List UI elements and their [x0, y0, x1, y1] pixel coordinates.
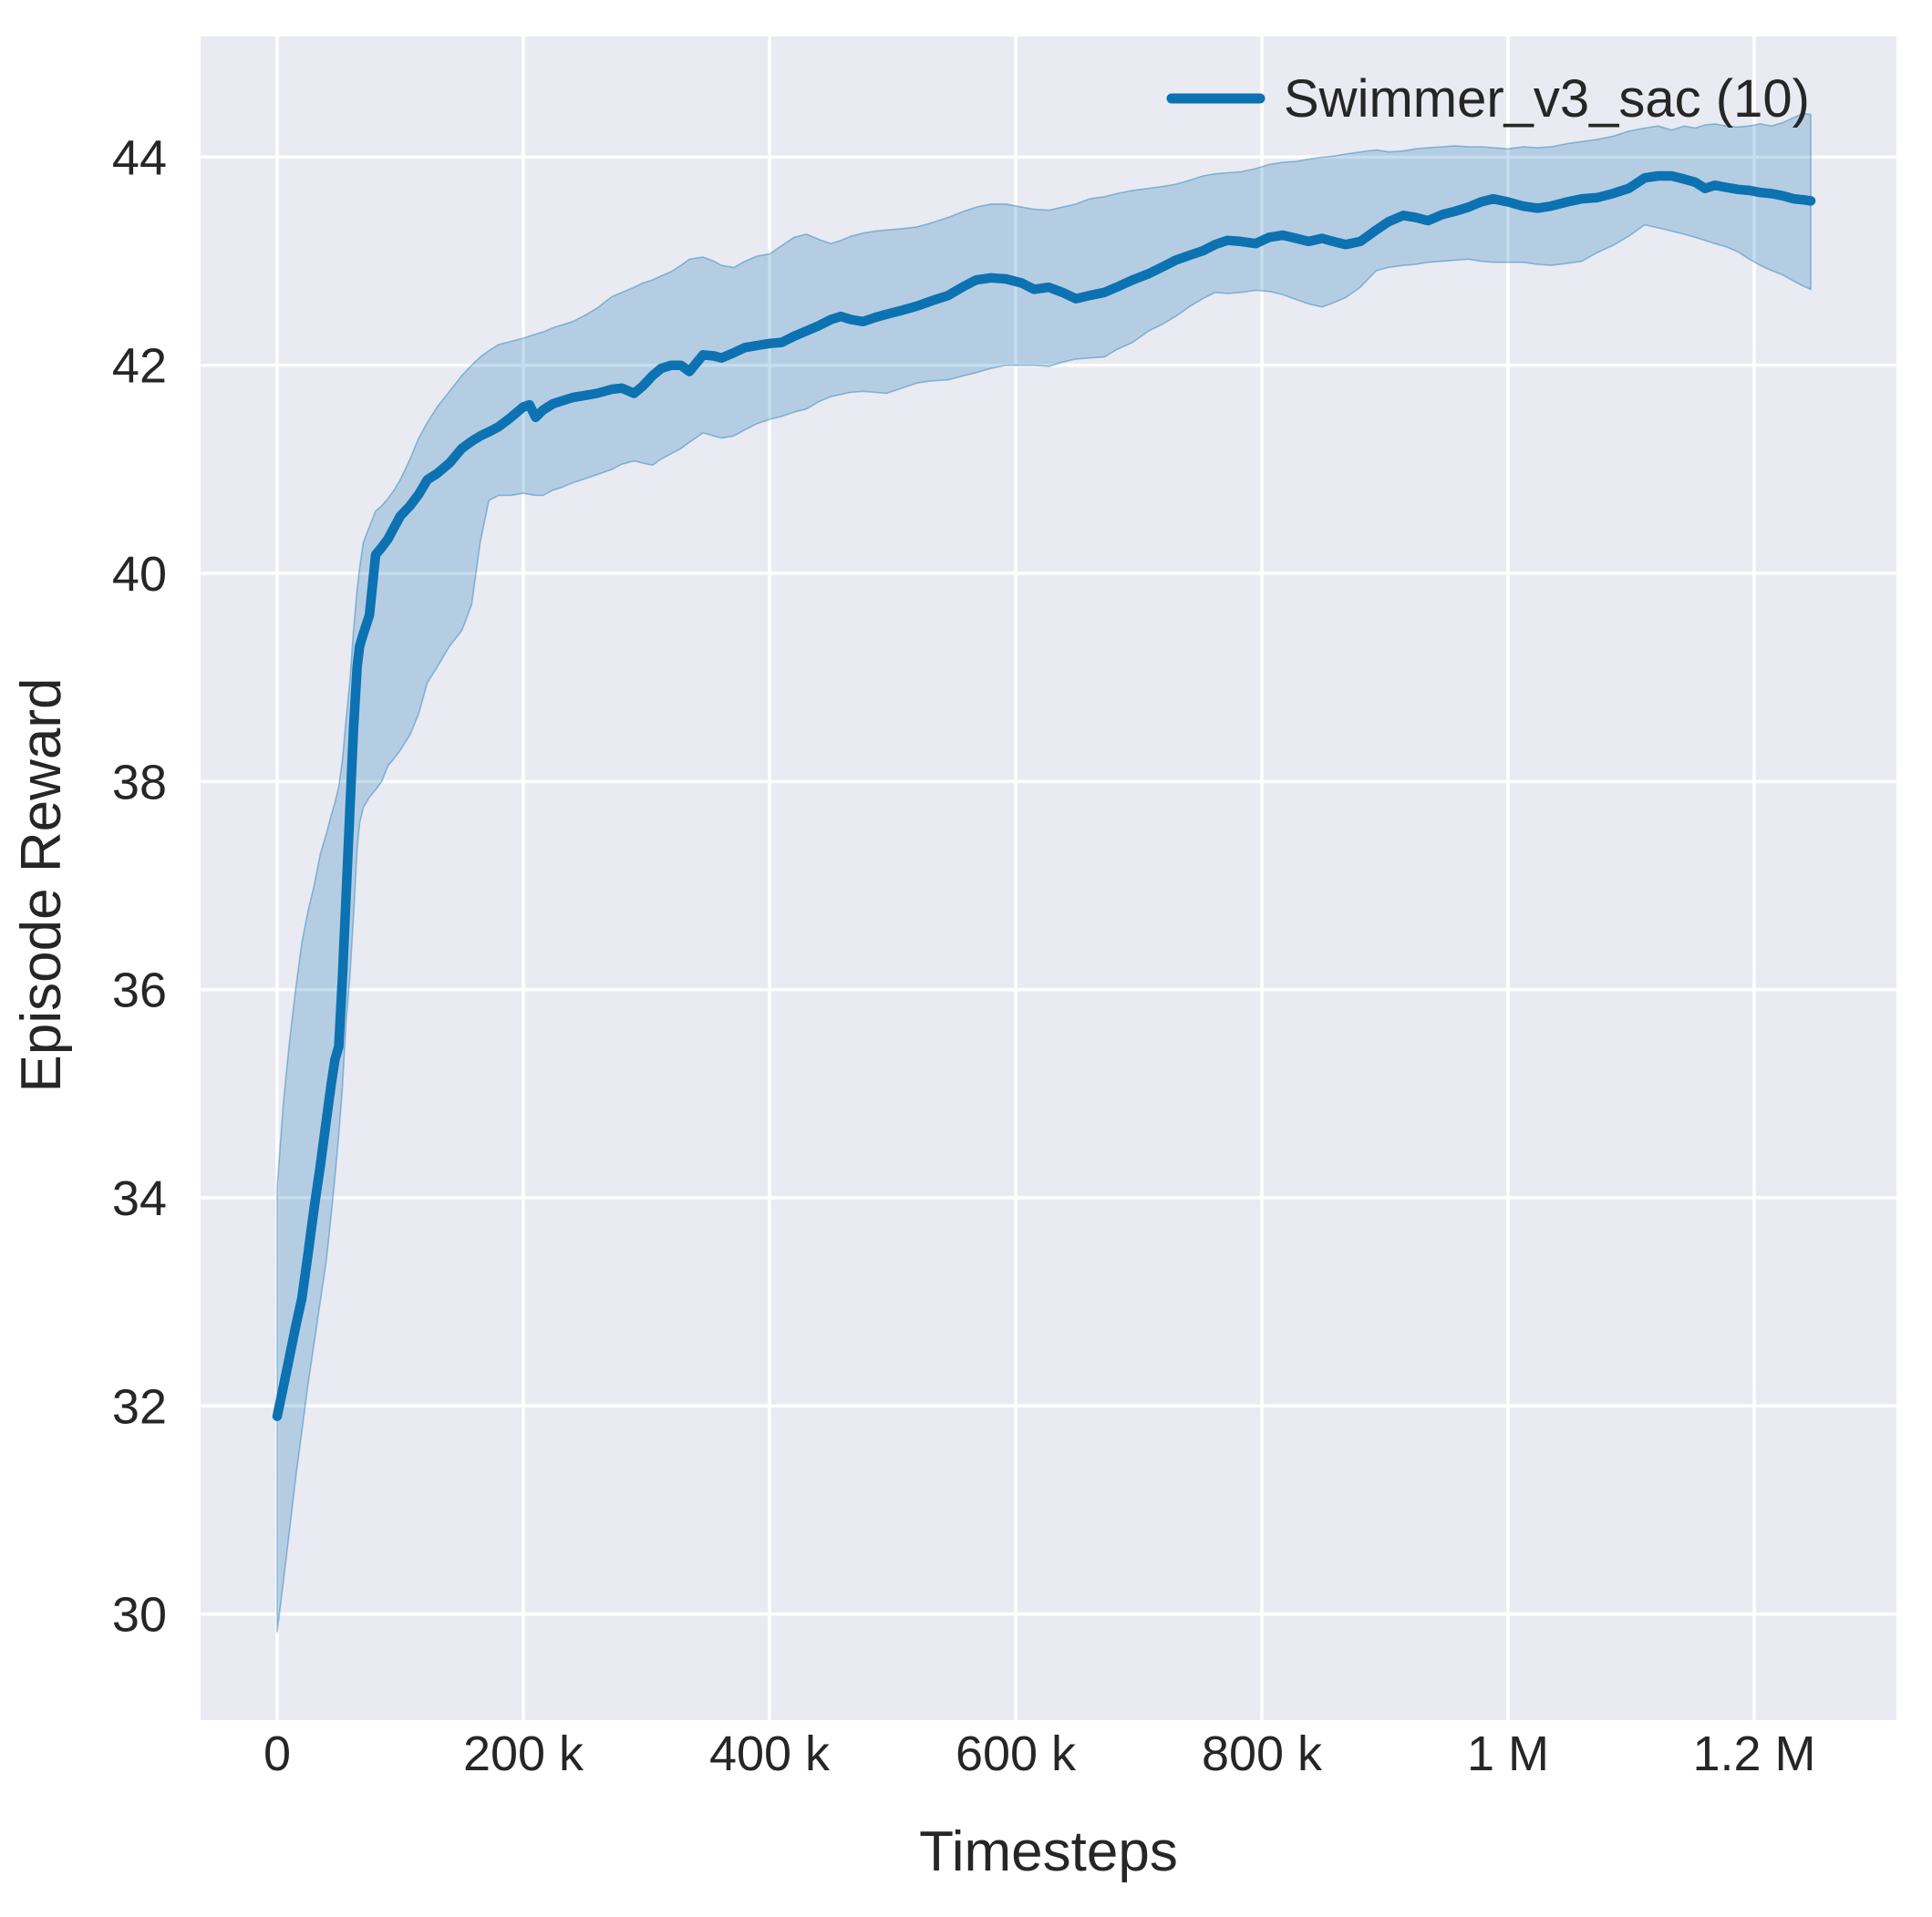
tick-label-group: 0 200 k 400 k 600 k 800 k 1 M 1.2 M 30 32 34 36 38 4…: [112, 130, 1816, 1781]
axis-label-group: Timesteps Episode Reward: [10, 678, 1178, 1883]
y-tick-label: 42: [112, 339, 167, 394]
y-tick-label: 30: [112, 1588, 167, 1643]
x-tick-label: 600 k: [956, 1726, 1077, 1781]
gridline-group: [201, 36, 1896, 1720]
x-tick-label: 200 k: [463, 1726, 584, 1781]
y-tick-label: 44: [112, 130, 167, 185]
plot-background-group: [201, 36, 1896, 1720]
x-tick-label: 800 k: [1202, 1726, 1323, 1781]
x-tick-label: 0: [263, 1726, 291, 1781]
legend-entry-label: Swimmer_v3_sac (10): [1284, 69, 1810, 129]
y-axis-label: Episode Reward: [10, 678, 73, 1093]
y-tick-label: 40: [112, 547, 167, 602]
legend: Swimmer_v3_sac (10): [1166, 69, 1810, 129]
mean-reward-line: [272, 170, 1816, 1421]
x-tick-label: 1 M: [1467, 1726, 1549, 1781]
x-tick-label: 1.2 M: [1692, 1726, 1815, 1781]
y-tick-label: 36: [112, 964, 167, 1018]
y-tick-label: 34: [112, 1171, 167, 1226]
confidence-band-group: [276, 112, 1812, 1633]
y-tick-label: 32: [112, 1379, 167, 1434]
x-tick-label: 400 k: [709, 1726, 831, 1781]
x-axis-label: Timesteps: [919, 1820, 1178, 1883]
mean-line-group: [272, 170, 1816, 1421]
y-tick-label: 38: [112, 755, 167, 809]
confidence-band: [276, 112, 1812, 1633]
plot-background: [201, 36, 1896, 1720]
